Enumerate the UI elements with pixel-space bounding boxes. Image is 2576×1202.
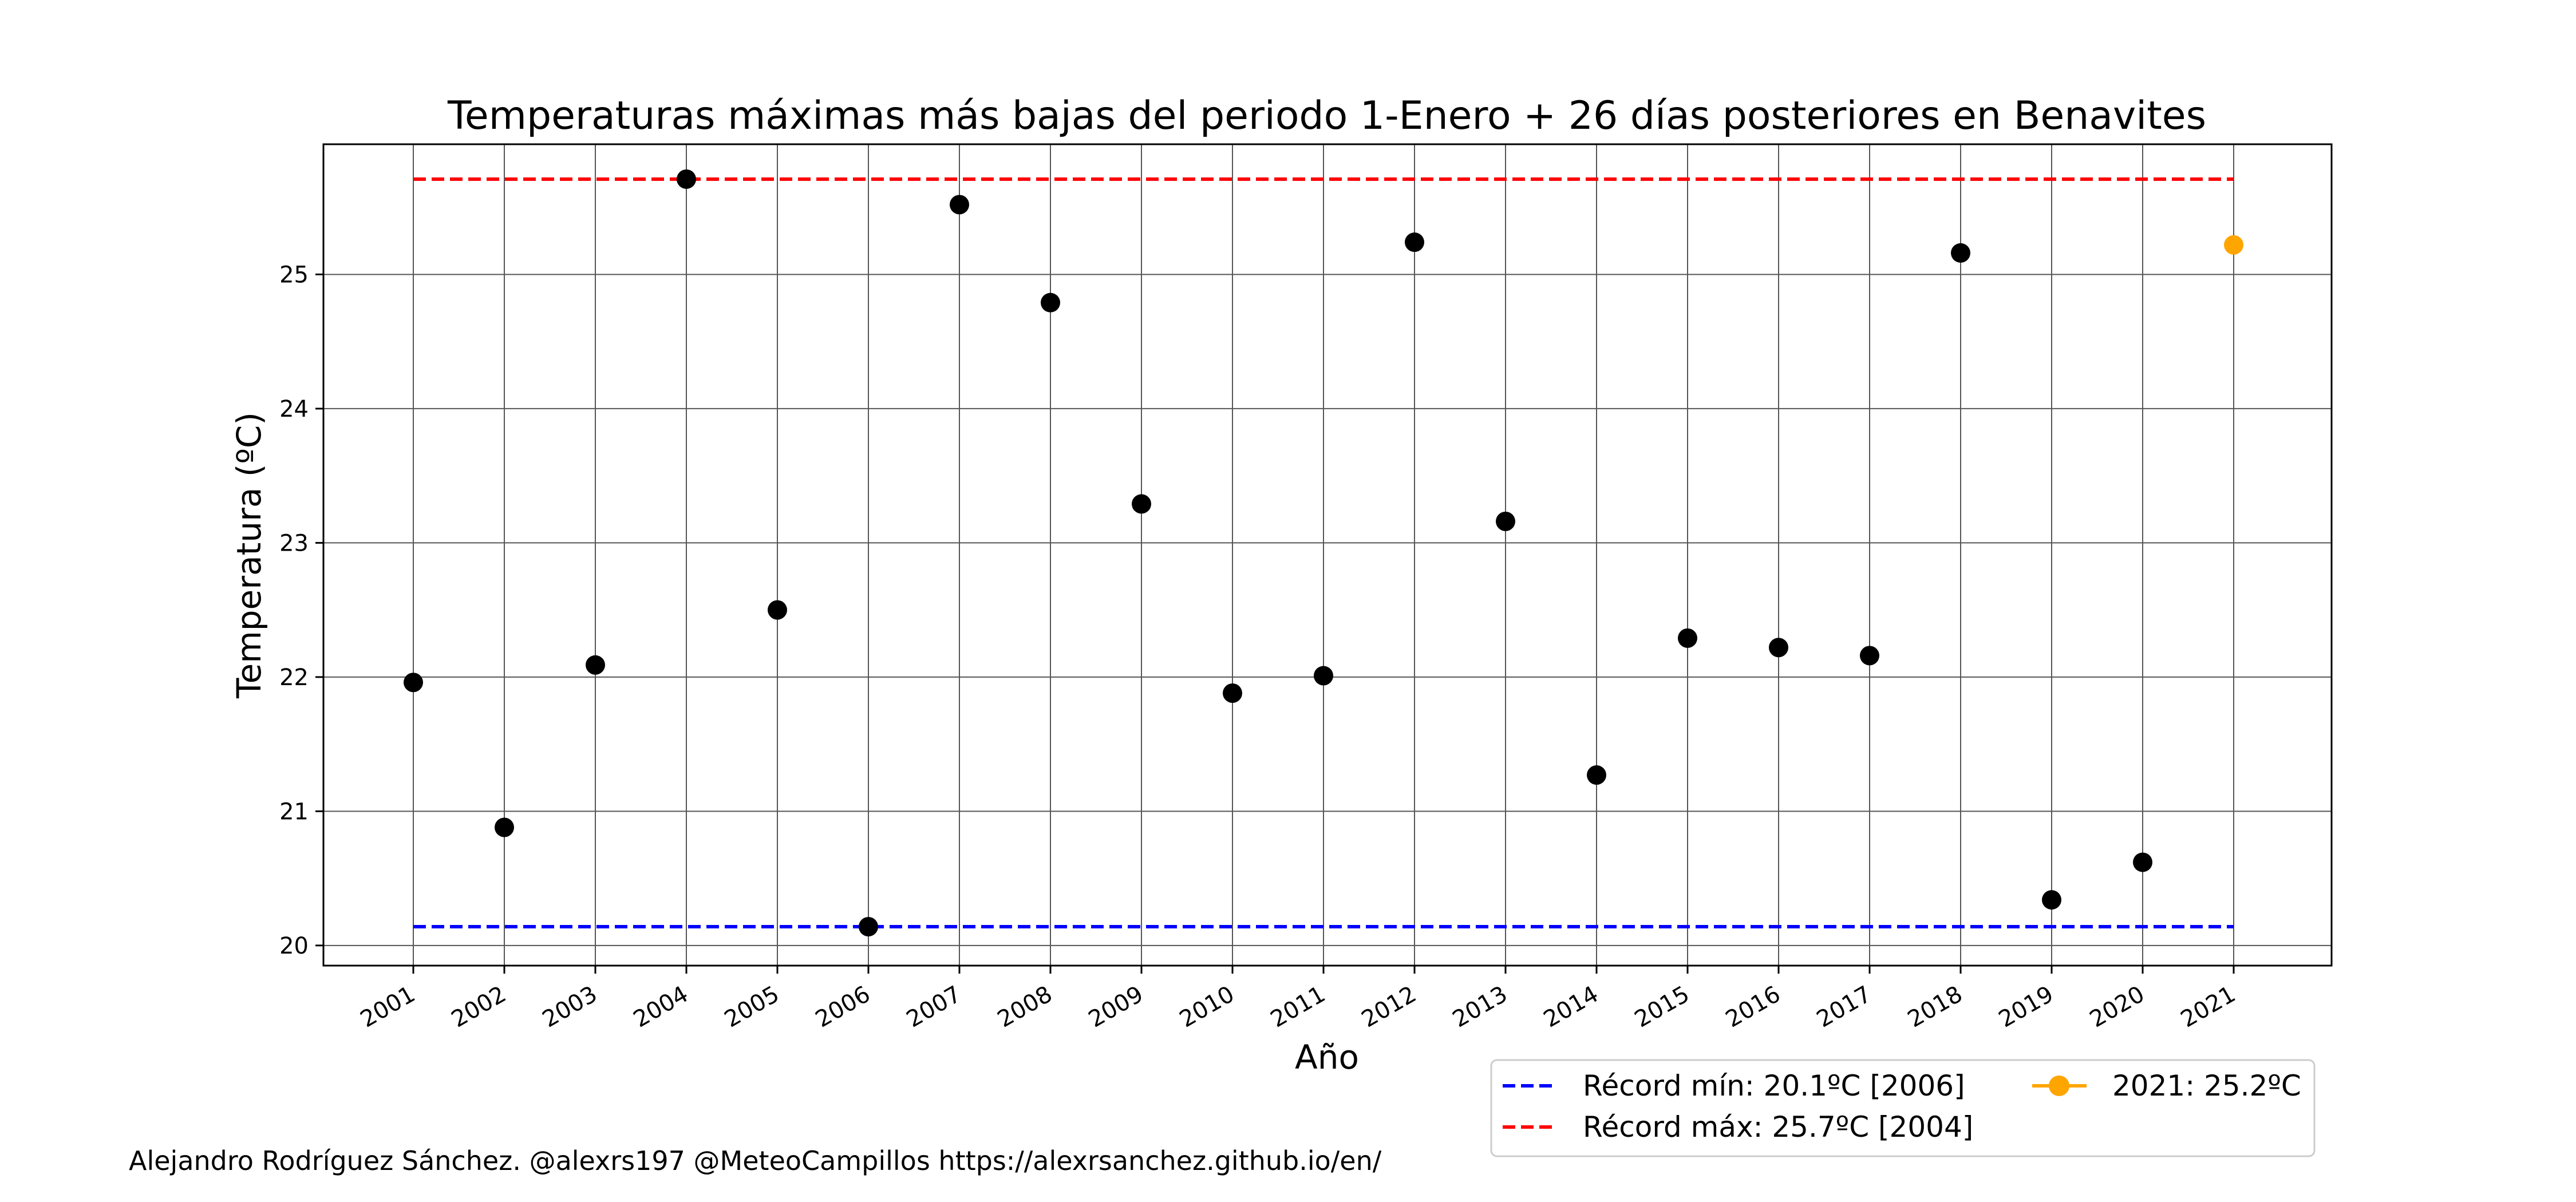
legend-box	[1490, 1059, 2316, 1157]
y-tick-label: 24	[279, 396, 309, 422]
y-tick-label: 20	[279, 933, 309, 959]
x-axis-label: Año	[1295, 1038, 1359, 1077]
legend-swatch-2021-marker	[2049, 1076, 2069, 1096]
y-tick-label: 22	[279, 665, 309, 691]
data-point	[1132, 494, 1151, 514]
data-point	[1041, 292, 1060, 313]
grid	[323, 144, 2332, 966]
data-point-2021	[2224, 235, 2243, 255]
data-point	[1769, 638, 1788, 658]
data-point	[1587, 765, 1606, 785]
data-point	[859, 917, 878, 937]
y-axis-label: Temperatura (ºC)	[230, 412, 268, 699]
plot-frame	[322, 143, 2333, 967]
data-point	[1678, 628, 1697, 648]
data-point	[1951, 243, 1970, 263]
data-point	[950, 195, 969, 215]
y-tick-label: 25	[279, 262, 309, 288]
data-point	[677, 169, 696, 189]
reference-lines	[413, 177, 2234, 929]
data-point	[1496, 511, 1515, 531]
data-point	[2133, 852, 2152, 872]
data-point	[404, 673, 423, 693]
data-point	[768, 600, 787, 620]
legend: Récord mín: 20.1ºC [2006] Récord máx: 25…	[1490, 1059, 2316, 1157]
chart-title: Temperaturas máximas más bajas del perio…	[447, 93, 2206, 139]
data-point	[586, 655, 605, 675]
legend-label-record-min: Récord mín: 20.1ºC [2006]	[1583, 1069, 1965, 1102]
data-point	[495, 817, 514, 837]
data-point	[1860, 646, 1879, 666]
data-point	[1223, 683, 1242, 703]
legend-label-record-max: Récord máx: 25.7ºC [2004]	[1583, 1110, 1973, 1144]
data-points	[404, 169, 2243, 937]
legend-label-2021: 2021: 25.2ºC	[2112, 1069, 2301, 1102]
y-tick-label: 23	[279, 530, 309, 556]
data-point	[2042, 890, 2061, 910]
y-tick-label: 21	[279, 798, 309, 825]
data-point	[1405, 232, 1424, 252]
credit-text: Alejandro Rodríguez Sánchez. @alexrs197 …	[129, 1145, 1382, 1176]
data-point	[1314, 666, 1333, 686]
y-axis-ticks: 20 21 22 23 24 25	[279, 262, 323, 959]
